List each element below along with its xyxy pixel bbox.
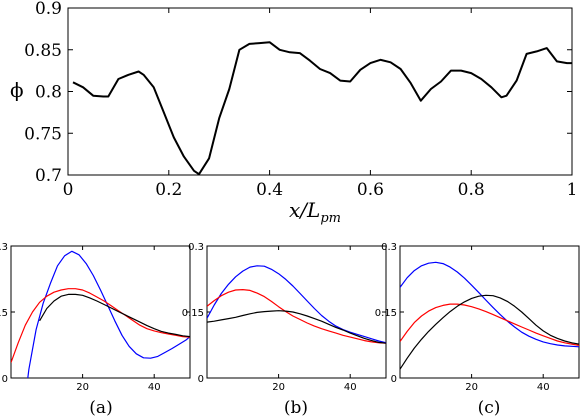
panel-c-y-tick-label: 0.3 — [381, 242, 397, 253]
panel-c-series-line-1 — [400, 303, 579, 346]
main-x-axis-label-subscript: pm — [320, 211, 341, 226]
panel-b-series-line-0 — [207, 265, 386, 344]
panel-c-series — [400, 261, 579, 370]
main-series — [72, 41, 572, 176]
panel-a-y-tick-label: 0.3 — [0, 242, 8, 253]
main-x-tick-label: 0 — [63, 180, 74, 200]
panel-b-series-line-2 — [207, 310, 386, 344]
main-x-tick-label: 1 — [567, 180, 578, 200]
main-y-tick-label: 0.7 — [35, 166, 62, 186]
panel-c-series-line-0 — [400, 261, 579, 348]
panel-b-series-line-1 — [207, 289, 386, 344]
panel-c-y-tick-label: 0 — [391, 374, 397, 385]
panel-c-series-line-2 — [400, 294, 579, 370]
panel-a-label: (a) — [89, 398, 112, 418]
panel-a-x-tick-label: 40 — [148, 382, 161, 393]
panel-c-label: (c) — [478, 398, 501, 418]
panel-a: 20 40 0 0.15 0.3 (a) — [0, 242, 191, 418]
main-x-tick-label: 0.4 — [256, 180, 283, 200]
panel-a-series-line-0 — [27, 250, 190, 378]
main-chart: 0 0.2 0.4 0.6 0.8 1 0.7 0.75 0.8 0.85 0.9 ϕ x/Lpm — [10, 0, 577, 226]
main-ticks: 0 0.2 0.4 0.6 0.8 1 0.7 0.75 0.8 0.85 0.9 — [24, 0, 577, 200]
main-y-tick-label: 0.8 — [35, 83, 62, 103]
panel-b-label: (b) — [284, 398, 308, 418]
panel-b-x-tick-label: 20 — [272, 382, 285, 393]
panel-b-y-tick-label: 0 — [198, 374, 204, 385]
panel-b-y-tick-label: 0.3 — [188, 242, 204, 253]
panel-b-y-tick-label: 0.15 — [182, 308, 204, 319]
panel-a-series-line-2 — [39, 293, 190, 338]
main-x-axis-label-text: x/L — [289, 198, 320, 222]
panel-c-x-tick-label: 20 — [465, 382, 478, 393]
main-x-axis-label: x/Lpm — [289, 198, 341, 226]
panel-b-x-tick-label: 40 — [344, 382, 357, 393]
main-x-tick-label: 0.8 — [458, 180, 485, 200]
panel-a-ticks: 20 40 0 0.15 0.3 — [0, 242, 190, 393]
panel-a-x-tick-label: 20 — [76, 382, 89, 393]
panel-c-y-tick-label: 0.15 — [375, 308, 397, 319]
panel-b-ticks: 20 40 0 0.15 0.3 — [182, 242, 386, 393]
main-x-tick-label: 0.6 — [357, 180, 384, 200]
main-series-line-0 — [72, 41, 572, 176]
panel-a-frame — [10, 245, 191, 379]
panel-b-frame — [206, 245, 387, 379]
main-x-tick-label: 0.2 — [155, 180, 182, 200]
main-y-tick-label: 0.75 — [24, 124, 62, 144]
panel-b-series — [207, 265, 386, 344]
main-y-tick-label: 0.85 — [24, 41, 62, 61]
main-y-tick-label: 0.9 — [35, 0, 62, 19]
panel-c-ticks: 20 40 0 0.15 0.3 — [375, 242, 579, 393]
panel-a-y-tick-label: 0 — [2, 374, 8, 385]
main-y-axis-label: ϕ — [10, 78, 24, 102]
panel-a-y-tick-label: 0.15 — [0, 308, 8, 319]
panel-c-x-tick-label: 40 — [537, 382, 550, 393]
panel-a-series-line-1 — [11, 288, 190, 363]
panel-a-series — [11, 250, 190, 378]
panel-c: 20 40 0 0.15 0.3 (c) — [375, 242, 580, 418]
panel-b: 20 40 0 0.15 0.3 (b) — [182, 242, 387, 418]
